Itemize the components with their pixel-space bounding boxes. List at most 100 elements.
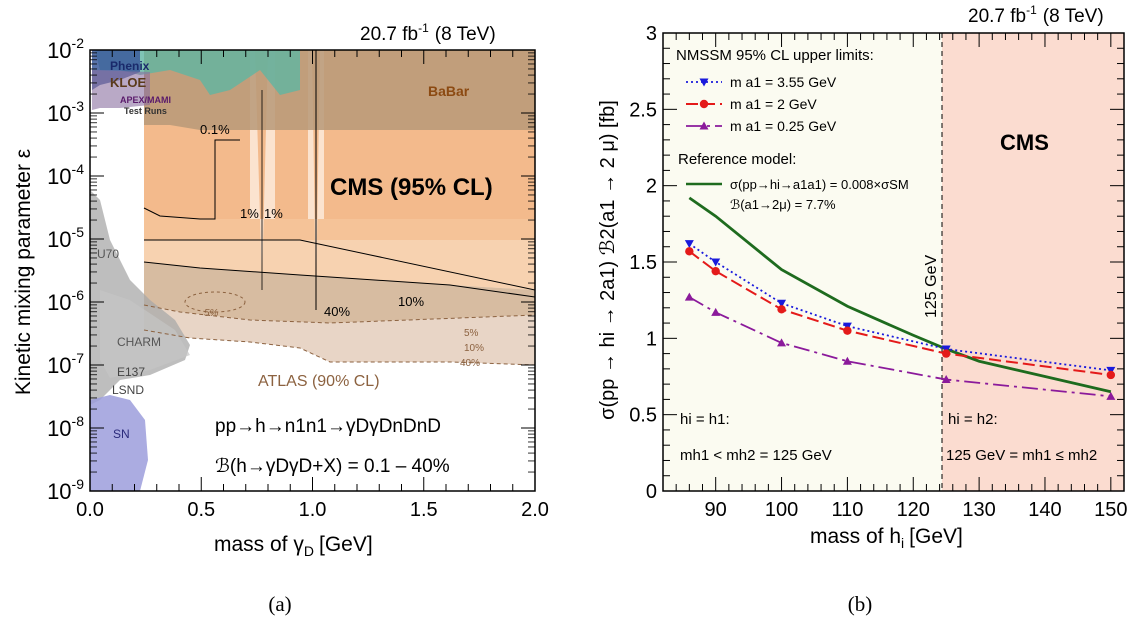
contour-label-0p1pct: 0.1%: [200, 122, 230, 137]
series-point-2: [842, 356, 852, 365]
contour-label-5pct: 5%: [464, 328, 479, 339]
b-ytick-label: 2.5: [629, 99, 657, 121]
legend-label-1: m a1 = 2 GeV: [730, 96, 817, 112]
region-right-line2: 125 GeV = mh1 ≤ mh2: [946, 447, 1097, 464]
b-ytick-label: 1.5: [629, 252, 657, 274]
atlas-region: [144, 262, 535, 323]
ref-title: Reference model:: [678, 151, 796, 168]
panel-a: 10-910-810-710-610-510-410-310-2 0.0 0.5 1…: [12, 21, 549, 616]
caption-a: (a): [268, 592, 291, 616]
panel-a-atlas-label: ATLAS (90% CL): [258, 373, 380, 390]
legend-label-2: m a1 = 0.25 GeV: [730, 118, 837, 134]
series-point-0: [777, 299, 787, 308]
atlas-region-outer: [144, 305, 535, 365]
exp-label-lsnd: LSND: [112, 383, 144, 397]
series-line-2: [688, 296, 1111, 398]
charm-region: [100, 290, 190, 378]
exp-label-u70: U70: [97, 247, 119, 261]
atlas-5pct-island: [184, 291, 246, 313]
contour-label-40pct-atlas: 40%: [460, 358, 480, 369]
series-line-3: [688, 196, 1112, 394]
panel-a-regions: [90, 50, 535, 491]
kloe-region: [92, 70, 150, 110]
b-xtick-label: 100: [765, 499, 798, 521]
contour-label-10pct: 10%: [398, 294, 424, 309]
b-ytick-label: 1: [646, 328, 657, 350]
b-xtick-label: 120: [897, 499, 930, 521]
a1-region: [95, 50, 300, 95]
series-point-1: [777, 305, 786, 314]
panel-a-lumi: 20.7 fb-1 (8 TeV): [360, 21, 496, 45]
panel-b-xlabel: mass of hi [GeV]: [810, 525, 963, 551]
series-point-2: [777, 338, 787, 347]
series-point-1: [843, 326, 852, 335]
panel-a-cms-label: CMS (95% CL): [330, 174, 493, 201]
contour-0p1pct-line: [143, 139, 240, 220]
series-point-1: [685, 247, 694, 256]
a-ytick-label: 10-3: [47, 98, 84, 126]
atlas-dashed-line-outer: [143, 329, 535, 366]
exp-label-e137: E137: [117, 365, 145, 379]
series-point-2: [1106, 391, 1116, 400]
b-xtick-label: 90: [705, 499, 727, 521]
panel-a-process: pp→h→n1n1→γDγDnDnD: [215, 416, 441, 437]
legend-marker-1: [699, 99, 709, 109]
a-ytick-label: 10-8: [47, 413, 84, 441]
cms-contour-1pct-region: [144, 208, 535, 240]
region-left-line2: mh1 < mh2 = 125 GeV: [680, 447, 832, 464]
exp-label-phenix: Phenix: [110, 59, 150, 73]
a-ytick-label: 10-4: [47, 161, 84, 189]
series-line-1: [688, 250, 1111, 376]
series-point-2: [684, 292, 694, 301]
legend-marker-0: [699, 78, 709, 87]
panel-b-lumi: 20.7 fb-1 (8 TeV): [968, 3, 1104, 27]
panel-b-x-ticks: 90 100 110 120 130 140 150: [675, 33, 1128, 521]
ref-line1: σ(pp→hi→a1a1) = 0.008×σSM: [730, 177, 909, 192]
b-xtick-label: 140: [1028, 499, 1061, 521]
panel-b: 0 0.5 1 1.5 2 2.5 3 90 100 110 120 130 140 150 20.7 …: [597, 3, 1128, 616]
contour-label-40pct: 40%: [324, 304, 350, 319]
b-ytick-label: 2: [646, 176, 657, 198]
region-left-line1: hi = h1:: [680, 411, 730, 428]
series-point-0: [684, 240, 694, 249]
series-point-0: [711, 258, 721, 267]
legend: m a1 = 3.55 GeV m a1 = 2 GeV m a1 = 0.25 G…: [686, 74, 837, 134]
panel-a-y-ticks: 10-910-810-710-610-510-410-310-2: [47, 35, 535, 504]
a-xtick-label: 0.0: [76, 499, 104, 521]
region-left-bg: [663, 33, 942, 491]
legend-title: NMSSM 95% CL upper limits:: [676, 47, 874, 64]
exp-label-babar: BaBar: [428, 83, 470, 99]
contour-40pct-line: [143, 261, 535, 298]
contour-label-10pct-atlas: 10%: [464, 343, 484, 354]
panel-a-x-ticks: 0.0 0.5 1.0 1.5 2.0: [76, 50, 549, 521]
panel-a-xlabel-text: mass of γD [GeV]: [214, 533, 373, 559]
contour-label-1pct-a: 1%: [240, 206, 259, 221]
series-point-2: [711, 307, 721, 316]
b-xtick-label: 110: [831, 499, 863, 521]
series-point-2: [941, 375, 951, 384]
sn-region: [90, 395, 148, 491]
vline-label: 125 GeV: [923, 255, 940, 318]
panel-a-br: ℬ(h→γDγD+X) = 0.1 – 40%: [215, 456, 450, 477]
b-ytick-label: 3: [646, 23, 657, 45]
panel-b-y-ticks: 0 0.5 1 1.5 2 2.5 3: [629, 23, 1124, 503]
a-xtick-label: 1.0: [299, 499, 327, 521]
a-ytick-label: 10-7: [47, 350, 84, 378]
region-right-line1: hi = h2:: [948, 411, 998, 428]
a-xtick-label: 0.5: [187, 499, 215, 521]
series-point-1: [1106, 370, 1116, 380]
b-xtick-label: 150: [1094, 499, 1127, 521]
series-point-1: [941, 349, 951, 358]
exp-label-kloe: KLOE: [110, 75, 146, 90]
legend-marker-2: [699, 121, 709, 130]
atlas-dashed-line: [143, 304, 535, 324]
panel-a-ylabel: Kinetic mixing parameter ε: [12, 149, 35, 395]
exp-label-apex: APEX/MAMI: [120, 95, 171, 105]
a-xtick-label: 2.0: [521, 499, 549, 521]
panel-b-ylabel: σ(pp → hi → 2a1) ℬ2(a1 → 2 μ) [fb]: [597, 100, 619, 420]
exp-label-charm: CHARM: [117, 335, 161, 349]
a-ytick-label: 10-5: [47, 224, 84, 252]
region-right-bg: [942, 33, 1124, 491]
panel-b-cms-label: CMS: [1000, 130, 1049, 155]
